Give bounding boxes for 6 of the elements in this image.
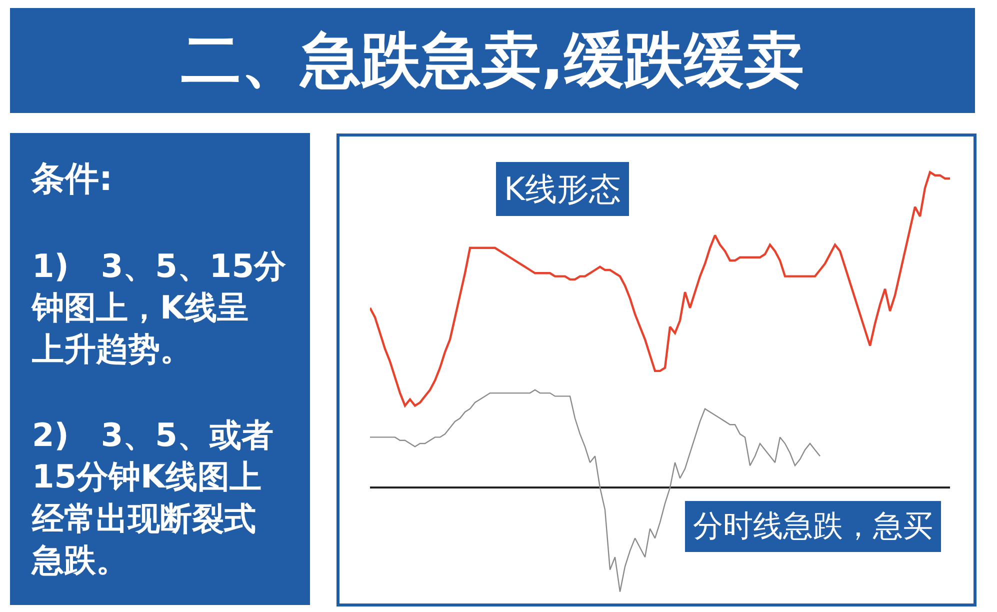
annotation: 分时线急跌，急买 (693, 509, 933, 544)
text: 2) 3、5、或者15分钟K线图上经常出现断裂式急跌。 (30, 416, 274, 579)
text: 1) 3、5、15分钟图上，K线呈上升趋势。 (30, 246, 286, 368)
text: 条件: (30, 159, 113, 199)
chart-title: 二、急跌急卖,缓跌缓卖 (181, 26, 804, 96)
annotation: K线形态 (504, 170, 621, 208)
